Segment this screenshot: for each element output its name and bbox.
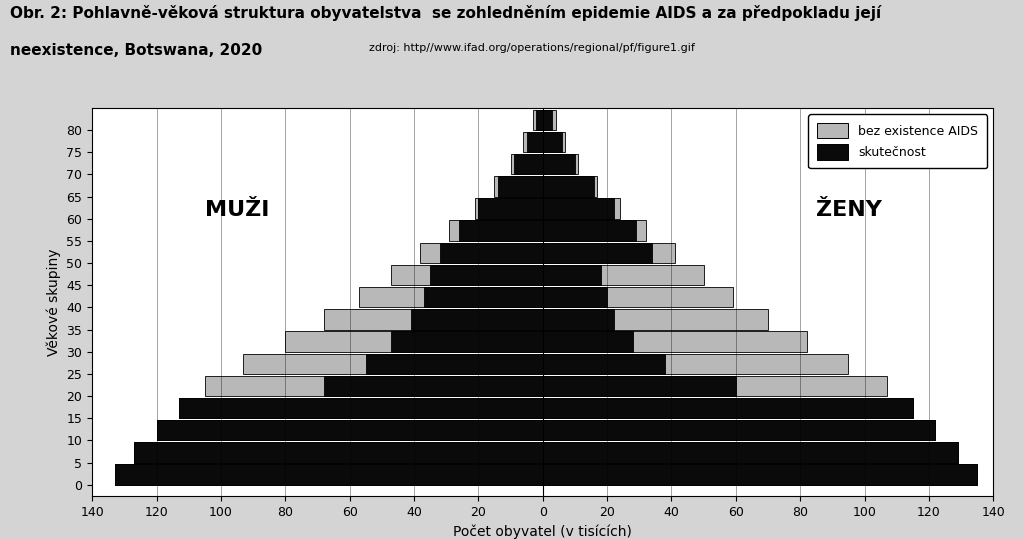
Bar bbox=[543, 220, 646, 241]
Bar bbox=[391, 265, 543, 285]
Bar bbox=[543, 354, 665, 374]
Bar bbox=[411, 309, 543, 329]
X-axis label: Počet obyvatel (v tisících): Počet obyvatel (v tisících) bbox=[454, 524, 632, 538]
Bar bbox=[543, 243, 652, 263]
Bar bbox=[134, 442, 543, 462]
Bar bbox=[359, 287, 543, 307]
Bar bbox=[205, 376, 543, 396]
Bar bbox=[543, 176, 594, 197]
Bar bbox=[459, 220, 543, 241]
Bar bbox=[115, 465, 543, 485]
Bar bbox=[543, 243, 675, 263]
Y-axis label: Věkové skupiny: Věkové skupiny bbox=[46, 248, 60, 356]
Bar bbox=[421, 243, 543, 263]
Bar bbox=[543, 154, 579, 174]
Bar bbox=[511, 154, 543, 174]
Bar bbox=[543, 376, 736, 396]
Bar bbox=[543, 420, 935, 440]
Bar bbox=[543, 309, 768, 329]
Bar bbox=[543, 354, 849, 374]
Bar bbox=[543, 442, 957, 462]
Bar bbox=[543, 198, 620, 219]
Bar bbox=[543, 376, 887, 396]
Text: MUŽI: MUŽI bbox=[205, 200, 269, 220]
Bar bbox=[424, 287, 543, 307]
Bar bbox=[537, 109, 543, 130]
Bar bbox=[495, 176, 543, 197]
Bar bbox=[324, 309, 543, 329]
Bar bbox=[543, 176, 597, 197]
Bar bbox=[543, 265, 703, 285]
Bar bbox=[134, 442, 543, 462]
Bar bbox=[543, 198, 613, 219]
Text: ŽENY: ŽENY bbox=[815, 200, 882, 220]
Bar bbox=[543, 398, 912, 418]
Bar bbox=[543, 220, 636, 241]
Bar bbox=[286, 331, 543, 352]
Bar bbox=[244, 354, 543, 374]
Bar bbox=[543, 465, 977, 485]
Text: zdroj: http//www.ifad.org/operations/regional/pf/figure1.gif: zdroj: http//www.ifad.org/operations/reg… bbox=[369, 43, 694, 53]
Bar bbox=[391, 331, 543, 352]
Bar bbox=[157, 420, 543, 440]
Bar bbox=[179, 398, 543, 418]
Legend: bez existence AIDS, skutečnost: bez existence AIDS, skutečnost bbox=[808, 114, 987, 168]
Bar bbox=[157, 420, 543, 440]
Bar bbox=[543, 109, 552, 130]
Bar bbox=[543, 154, 574, 174]
Bar bbox=[498, 176, 543, 197]
Bar bbox=[478, 198, 543, 219]
Bar bbox=[179, 398, 543, 418]
Bar bbox=[543, 398, 912, 418]
Bar bbox=[543, 132, 565, 152]
Text: Obr. 2: Pohlavně-věková struktura obyvatelstva  se zohledněním epidemie AIDS a z: Obr. 2: Pohlavně-věková struktura obyvat… bbox=[10, 5, 882, 22]
Bar bbox=[543, 331, 633, 352]
Bar bbox=[543, 442, 957, 462]
Bar bbox=[543, 132, 562, 152]
Bar bbox=[526, 132, 543, 152]
Bar bbox=[543, 309, 613, 329]
Bar bbox=[523, 132, 543, 152]
Bar bbox=[324, 376, 543, 396]
Bar bbox=[430, 265, 543, 285]
Bar bbox=[543, 287, 732, 307]
Bar bbox=[543, 465, 977, 485]
Bar bbox=[543, 420, 935, 440]
Bar bbox=[543, 331, 807, 352]
Bar bbox=[543, 109, 556, 130]
Bar bbox=[514, 154, 543, 174]
Text: neexistence, Botswana, 2020: neexistence, Botswana, 2020 bbox=[10, 43, 262, 58]
Bar bbox=[534, 109, 543, 130]
Bar bbox=[475, 198, 543, 219]
Bar bbox=[366, 354, 543, 374]
Bar bbox=[543, 287, 607, 307]
Bar bbox=[439, 243, 543, 263]
Bar bbox=[450, 220, 543, 241]
Bar bbox=[543, 265, 601, 285]
Bar bbox=[115, 465, 543, 485]
